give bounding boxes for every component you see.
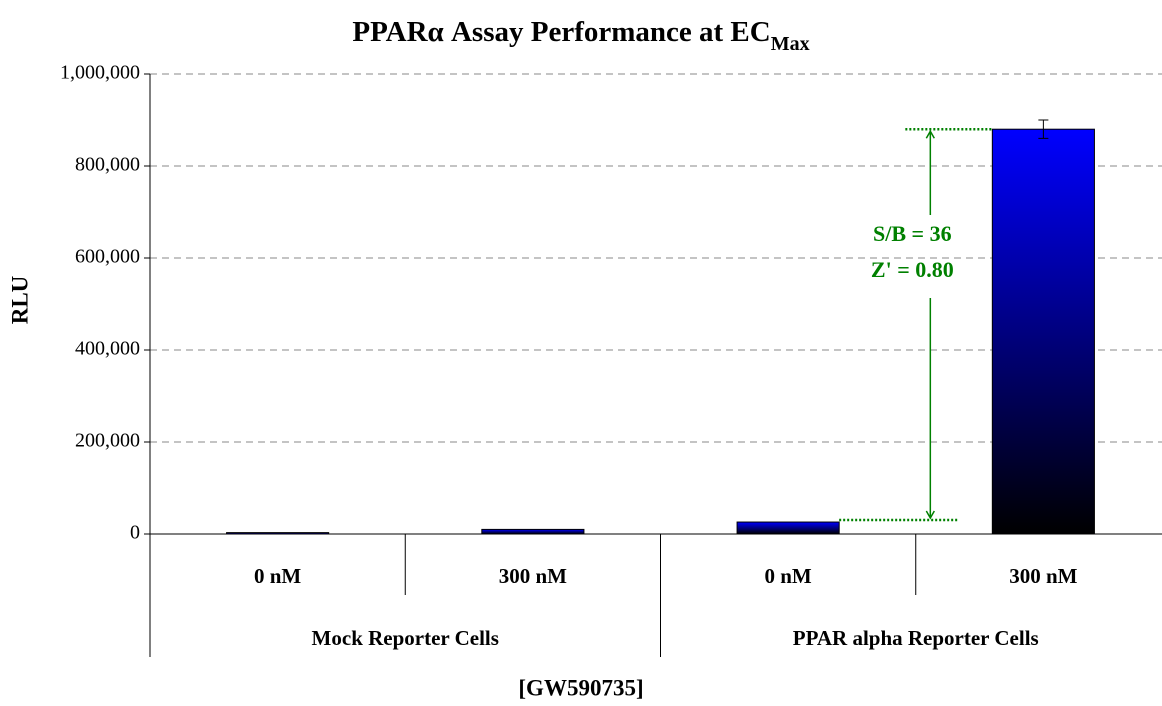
annotation-arrow [925,129,935,520]
bar [991,128,1095,535]
y-tick-label: 800,000 [75,154,140,176]
bar [481,528,585,535]
y-tick-label: 600,000 [75,246,140,268]
bar [226,532,330,535]
chart-title: PPARα Assay Performance at ECMax [352,16,809,55]
title-main: PPARα Assay Performance at EC [352,16,770,48]
bar [736,521,840,535]
annotation-text: Z' = 0.80 [871,257,954,282]
x-axis-title: [GW590735] [518,675,643,700]
error-bar [1038,119,1049,139]
x-tick-label: 300 nM [499,564,567,588]
title-subscript: Max [771,33,810,55]
x-tick-label: 0 nM [765,564,812,588]
y-tick-label: 400,000 [75,338,140,360]
group-label: Mock Reporter Cells [312,626,499,650]
x-tick-label: 300 nM [1009,564,1077,588]
y-tick-label: 1,000,000 [60,62,140,84]
group-label: PPAR alpha Reporter Cells [793,626,1039,650]
y-tick-label: 200,000 [75,430,140,452]
y-tick-label: 0 [130,522,140,544]
y-axis-title: RLU [7,275,32,324]
x-tick-label: 0 nM [254,564,301,588]
annotation-text: S/B = 36 [873,221,952,246]
